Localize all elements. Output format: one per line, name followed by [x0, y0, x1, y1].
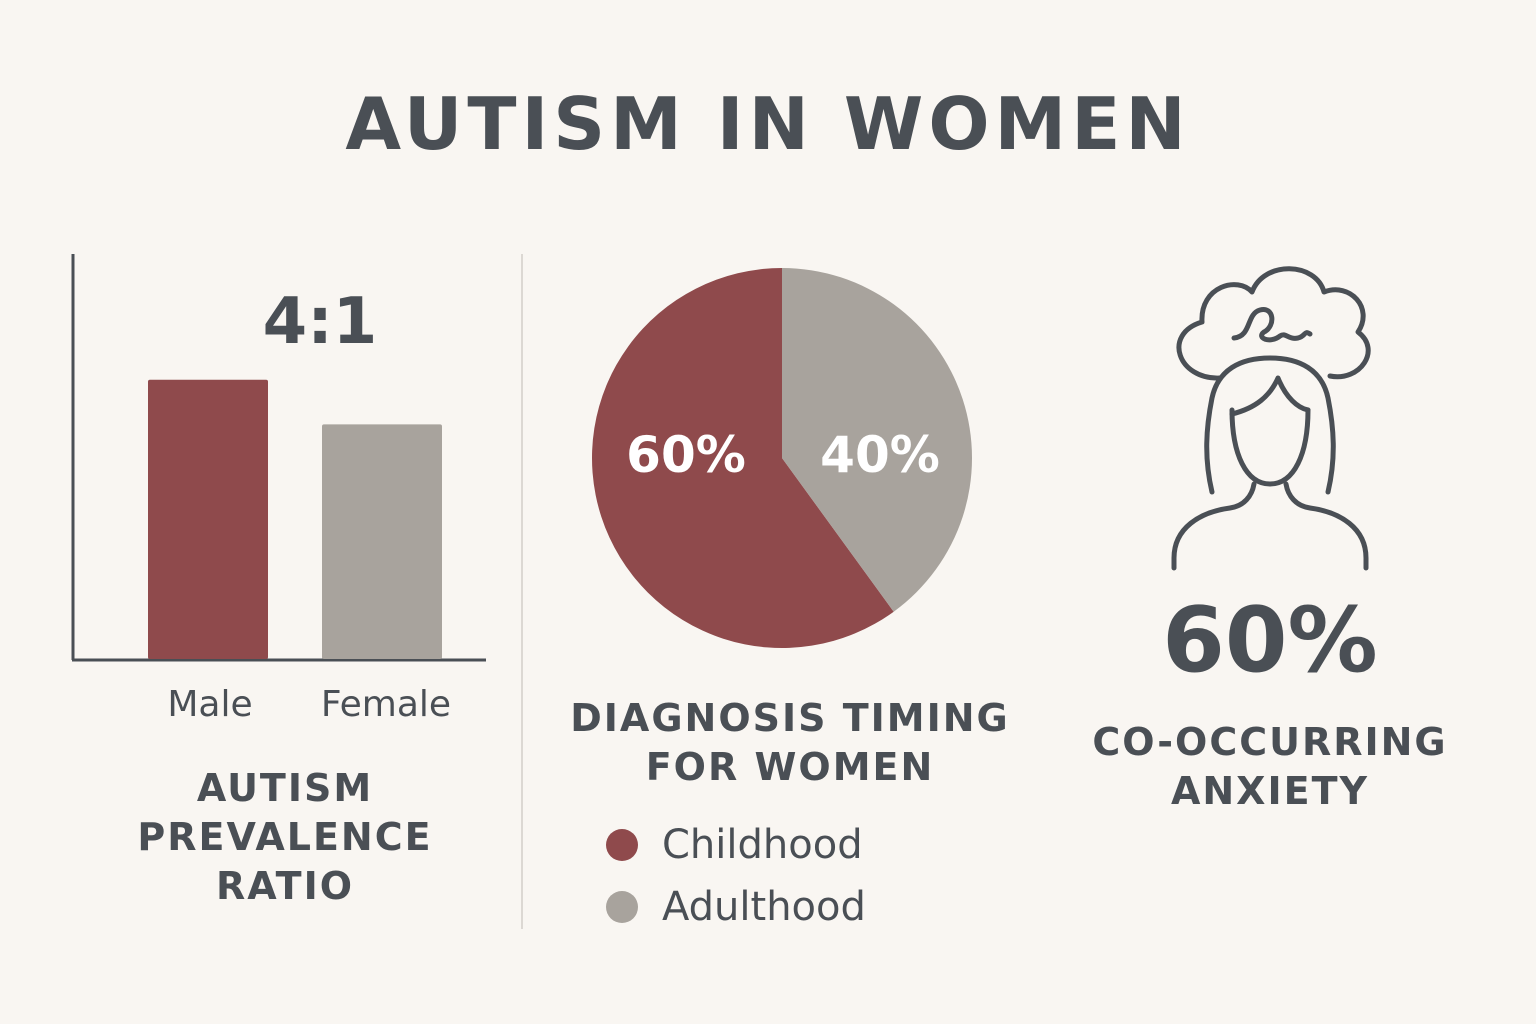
pie-slice-childhood	[592, 268, 894, 648]
page-title: AUTISM IN WOMEN	[345, 82, 1191, 166]
face-outline	[1229, 407, 1311, 487]
prevalence-bar-chart	[71, 254, 486, 662]
legend-swatch-childhood	[606, 829, 638, 861]
prevalence-caption: AUTISM PREVALENCE RATIO	[40, 764, 530, 911]
pie-data-label-adulthood: 40%	[820, 426, 940, 484]
shoulders-outline	[1171, 481, 1369, 571]
legend-label-adulthood: Adulthood	[662, 884, 866, 930]
panel-divider	[521, 254, 523, 929]
bar-male	[148, 379, 268, 659]
legend-item-childhood: Childhood	[606, 814, 866, 876]
prevalence-caption-line-1: AUTISM	[196, 766, 374, 810]
x-tick-label-female: Female	[320, 684, 452, 725]
pie-data-label-childhood: 60%	[626, 426, 746, 484]
ratio-label: 4:1	[262, 285, 378, 359]
squiggle-line	[1231, 307, 1313, 343]
fringe-line	[1229, 375, 1311, 417]
legend-swatch-adulthood	[606, 891, 638, 923]
diagnosis-caption-line-1: DIAGNOSIS TIMING	[570, 696, 1010, 740]
anxiety-caption-line-2: ANXIETY	[1170, 769, 1370, 813]
bars-group	[148, 379, 442, 659]
bar-female	[322, 424, 442, 659]
hair-outline	[1204, 355, 1336, 495]
diagnosis-pie-chart: 60% 40%	[592, 268, 972, 648]
pie-slice-adulthood	[782, 268, 972, 612]
prevalence-caption-line-3: RATIO	[215, 864, 355, 908]
legend-label-childhood: Childhood	[662, 822, 863, 868]
diagnosis-caption: DIAGNOSIS TIMING FOR WOMEN	[560, 694, 1020, 792]
anxiety-caption-line-1: CO-OCCURRING	[1092, 720, 1448, 764]
prevalence-caption-line-2: PREVALENCE	[137, 815, 433, 859]
thought-cloud-outline	[1176, 266, 1371, 381]
anxiety-caption: CO-OCCURRING ANXIETY	[1080, 718, 1460, 816]
x-tick-label-male: Male	[167, 684, 253, 725]
pie-group: 60% 40%	[592, 268, 972, 648]
pie-legend: Childhood Adulthood	[606, 814, 866, 938]
legend-item-adulthood: Adulthood	[606, 876, 866, 938]
diagnosis-caption-line-2: FOR WOMEN	[645, 745, 935, 789]
anxiety-value: 60%	[1162, 588, 1378, 693]
woman-with-thought-cloud-icon	[1171, 266, 1371, 571]
